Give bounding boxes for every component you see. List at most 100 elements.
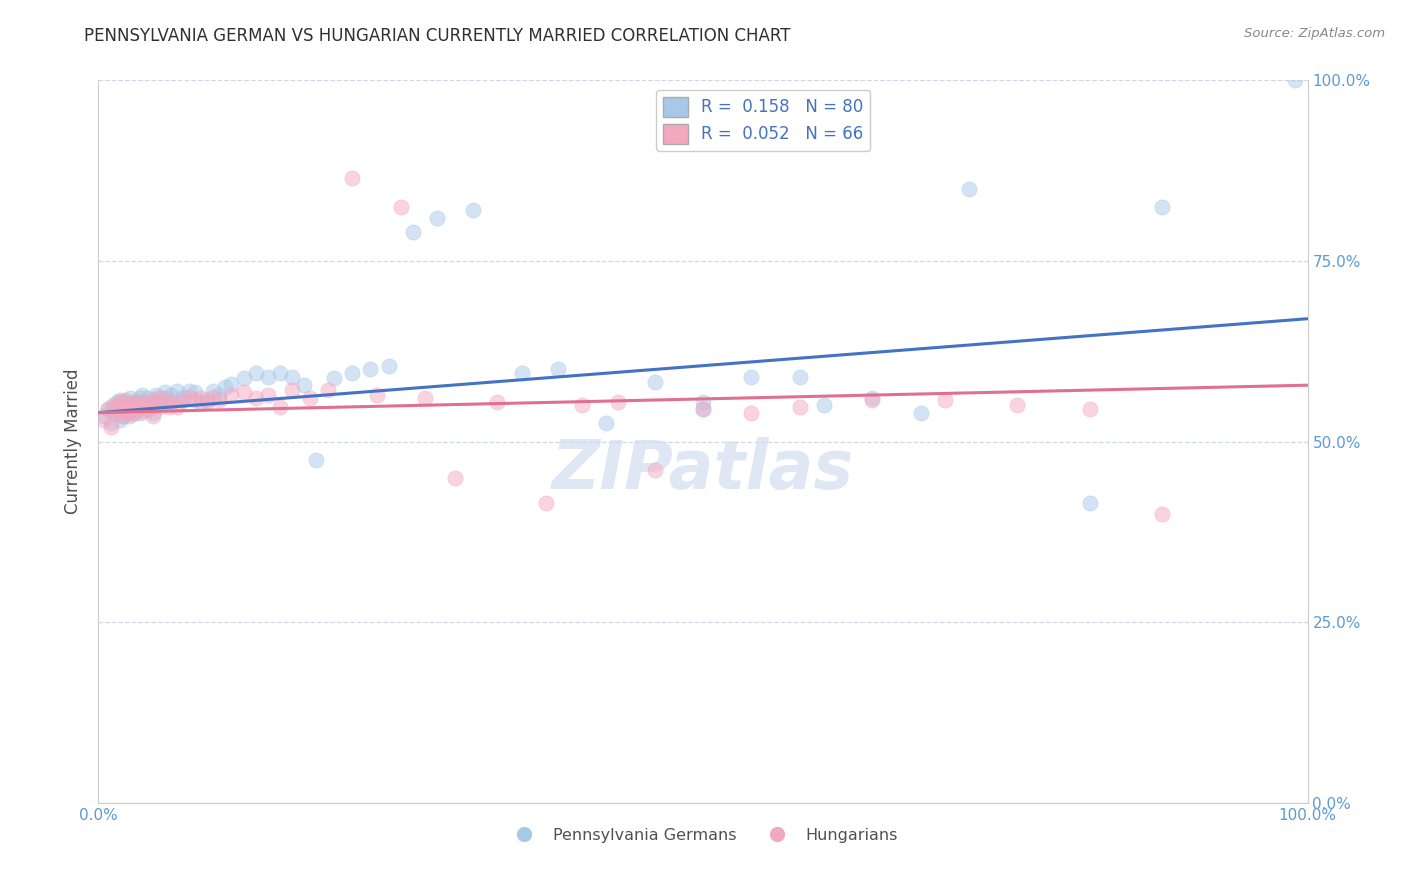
Point [413, 391, 436, 405]
Point [114, 392, 136, 407]
Point [214, 380, 236, 394]
Point [93, 413, 115, 427]
Point [114, 400, 136, 414]
Point [118, 391, 141, 405]
Point [117, 406, 139, 420]
Point [342, 366, 364, 380]
Point [108, 392, 131, 407]
Point [1152, 507, 1174, 521]
Point [860, 392, 883, 407]
Point [426, 211, 449, 225]
Point [208, 387, 231, 401]
Point [269, 400, 291, 414]
Legend: Pennsylvania Germans, Hungarians: Pennsylvania Germans, Hungarians [502, 822, 904, 849]
Text: ZIPatlas: ZIPatlas [553, 437, 853, 503]
Point [957, 182, 980, 196]
Point [157, 394, 180, 409]
Point [153, 391, 176, 405]
Point [1007, 398, 1029, 412]
Text: PENNSYLVANIA GERMAN VS HUNGARIAN CURRENTLY MARRIED CORRELATION CHART: PENNSYLVANIA GERMAN VS HUNGARIAN CURRENT… [84, 27, 790, 45]
Y-axis label: Currently Married: Currently Married [65, 368, 83, 515]
Point [121, 407, 143, 421]
Point [1078, 402, 1101, 417]
Point [131, 387, 153, 401]
Point [547, 362, 569, 376]
Point [118, 409, 141, 424]
Point [316, 383, 339, 397]
Point [692, 394, 714, 409]
Point [160, 387, 183, 401]
Point [111, 409, 134, 424]
Point [100, 417, 122, 431]
Point [114, 394, 136, 409]
Point [692, 402, 714, 417]
Point [114, 406, 136, 420]
Point [121, 394, 143, 409]
Point [127, 402, 149, 417]
Point [184, 385, 207, 400]
Point [221, 376, 243, 391]
Point [111, 400, 134, 414]
Point [121, 402, 143, 417]
Point [105, 394, 128, 409]
Point [134, 400, 156, 414]
Point [860, 391, 883, 405]
Point [281, 369, 304, 384]
Point [607, 394, 630, 409]
Point [150, 391, 173, 405]
Point [111, 409, 134, 424]
Point [1284, 73, 1306, 87]
Point [101, 400, 124, 414]
Point [305, 452, 328, 467]
Point [789, 400, 811, 414]
Point [166, 384, 188, 398]
Point [595, 417, 617, 431]
Point [232, 385, 254, 400]
Point [129, 406, 152, 420]
Point [190, 391, 212, 405]
Point [692, 402, 714, 417]
Point [202, 390, 225, 404]
Point [141, 394, 163, 409]
Point [486, 394, 509, 409]
Point [256, 387, 278, 401]
Point [118, 397, 141, 411]
Point [160, 394, 183, 409]
Point [118, 402, 141, 417]
Point [128, 391, 150, 405]
Point [135, 398, 157, 412]
Point [179, 390, 201, 404]
Point [934, 392, 956, 407]
Point [153, 385, 176, 400]
Point [124, 398, 146, 412]
Point [108, 404, 131, 418]
Point [208, 392, 231, 407]
Point [131, 394, 153, 409]
Point [245, 366, 267, 380]
Point [127, 394, 149, 409]
Point [107, 402, 129, 417]
Point [172, 392, 194, 407]
Point [142, 409, 165, 424]
Point [195, 394, 218, 409]
Point [108, 413, 131, 427]
Point [169, 392, 191, 407]
Point [131, 404, 153, 418]
Point [93, 409, 115, 424]
Point [104, 406, 127, 420]
Point [108, 394, 131, 409]
Point [366, 387, 388, 401]
Point [292, 378, 315, 392]
Point [157, 400, 180, 414]
Point [534, 496, 557, 510]
Point [104, 407, 127, 421]
Point [299, 391, 322, 405]
Point [571, 398, 593, 412]
Point [740, 406, 762, 420]
Point [184, 392, 207, 407]
Point [172, 390, 194, 404]
Point [134, 398, 156, 412]
Point [377, 359, 399, 373]
Point [202, 384, 225, 398]
Point [740, 369, 762, 384]
